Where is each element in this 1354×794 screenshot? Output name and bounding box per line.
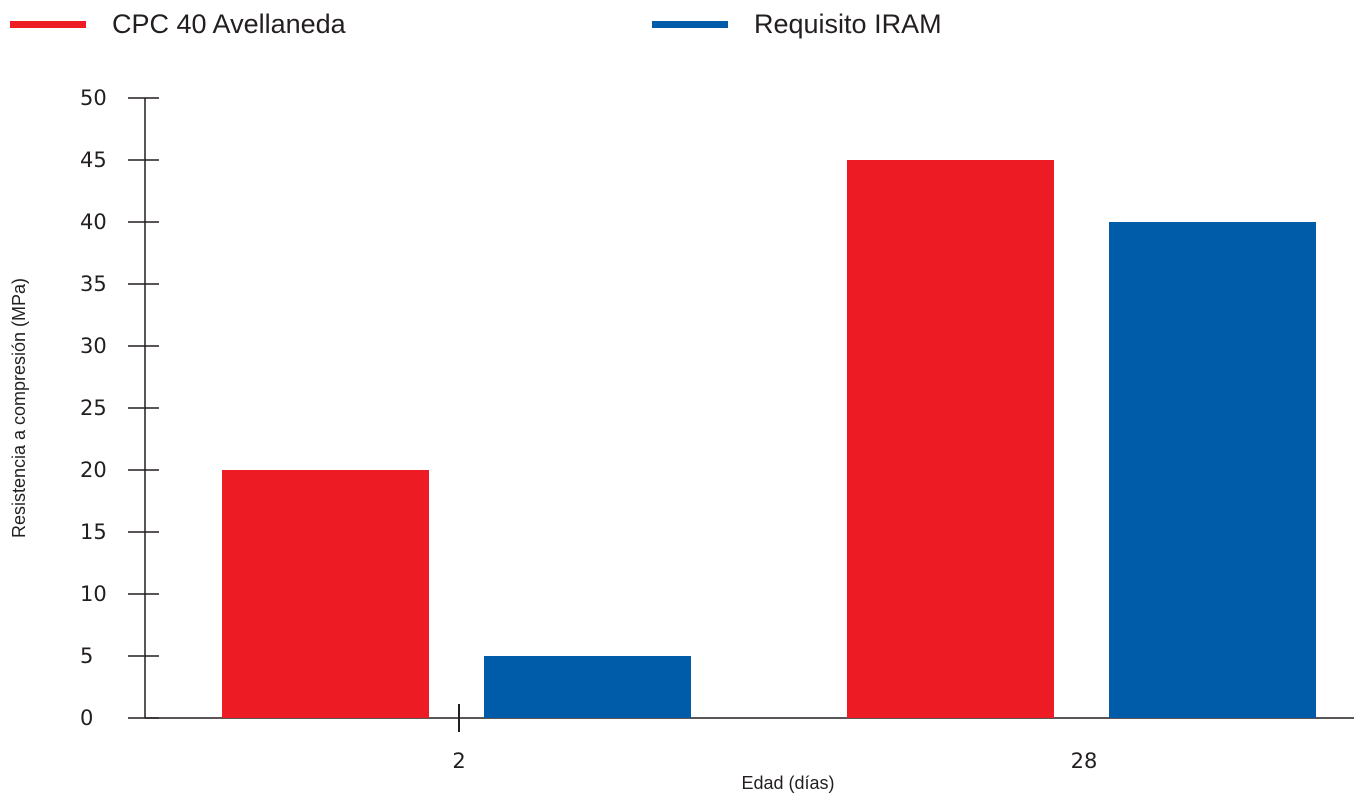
- y-tick-label: 45: [80, 148, 107, 172]
- legend-swatch-series-2: [652, 20, 728, 28]
- bars: [222, 160, 1316, 718]
- bar-iram-2: [484, 656, 691, 718]
- y-tick-label: 40: [80, 210, 107, 234]
- y-tick-label: 0: [80, 706, 93, 730]
- y-tick-label: 20: [80, 458, 107, 482]
- x-tick-label: 2: [452, 749, 465, 773]
- legend-item-series-2: Requisito IRAM: [652, 8, 942, 40]
- x-tick-label: 28: [1071, 749, 1098, 773]
- bar-iram-28: [1109, 222, 1316, 718]
- legend-label-series-2: Requisito IRAM: [754, 9, 942, 39]
- x-axis-title: Edad (días): [741, 773, 834, 793]
- legend: CPC 40 Avellaneda Requisito IRAM: [0, 0, 1354, 60]
- legend-swatch-series-1: [10, 20, 86, 28]
- y-tick-label: 30: [80, 334, 107, 358]
- y-axis-title: Resistencia a compresión (MPa): [9, 278, 29, 538]
- bar-cpc-40-2: [222, 470, 429, 718]
- y-tick-label: 25: [80, 396, 107, 420]
- y-axis: 0 5 10 15 20 25 30 35 40 45 50: [80, 86, 159, 730]
- legend-item-series-1: CPC 40 Avellaneda: [10, 8, 346, 40]
- y-tick-label: 10: [80, 582, 107, 606]
- y-tick-label: 50: [80, 86, 107, 110]
- y-tick-label: 35: [80, 272, 107, 296]
- y-tick-label: 15: [80, 520, 107, 544]
- legend-label-series-1: CPC 40 Avellaneda: [112, 9, 346, 39]
- bar-cpc-40-28: [847, 160, 1054, 718]
- y-tick-label: 5: [80, 644, 93, 668]
